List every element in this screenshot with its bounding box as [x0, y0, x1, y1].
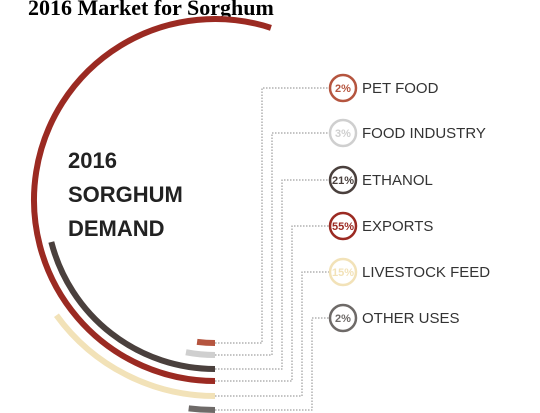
value-label: 55% [332, 221, 354, 233]
arc [185, 349, 216, 358]
arc [54, 313, 216, 399]
leader-line [215, 225, 329, 382]
label-circle [328, 211, 358, 241]
leader-line [215, 132, 329, 356]
leader-line [215, 87, 329, 344]
arc [48, 241, 216, 372]
leader-line [215, 317, 329, 411]
arc [188, 405, 216, 413]
category-label: ETHANOL [362, 172, 433, 189]
label-circle [328, 73, 358, 103]
category-label: LIVESTOCK FEED [362, 264, 490, 281]
leader-line [215, 271, 329, 397]
center-text: 2016 [68, 148, 117, 173]
value-label: 21% [332, 175, 354, 187]
arc [31, 16, 272, 384]
category-label: EXPORTS [362, 218, 433, 235]
value-label: 2% [335, 83, 351, 95]
label-circle [328, 118, 358, 148]
category-label: FOOD INDUSTRY [362, 125, 486, 142]
label-circle [328, 303, 358, 333]
leader-line [215, 179, 329, 370]
value-label: 2% [335, 313, 351, 325]
label-circle [328, 257, 358, 287]
value-label: 15% [332, 267, 354, 279]
center-text: DEMAND [68, 216, 165, 241]
center-text: SORGHUM [68, 182, 183, 207]
category-label: OTHER USES [362, 310, 460, 327]
label-circle [328, 165, 358, 195]
category-label: PET FOOD [362, 80, 439, 97]
value-label: 3% [335, 128, 351, 140]
arc [196, 338, 216, 346]
chart-title: 2016 Market for Sorghum [28, 0, 274, 20]
